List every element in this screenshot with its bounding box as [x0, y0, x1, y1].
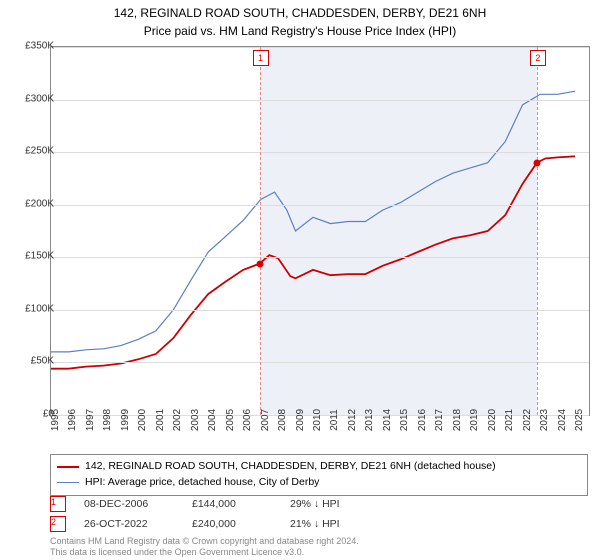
x-axis-label: 1998 [102, 409, 113, 431]
chart-container: 142, REGINALD ROAD SOUTH, CHADDESDEN, DE… [0, 0, 600, 560]
gridline [51, 257, 589, 258]
x-axis-label: 2021 [504, 409, 515, 431]
marker-row: 2 26-OCT-2022 £240,000 21% ↓ HPI [50, 516, 340, 532]
x-axis-label: 2004 [207, 409, 218, 431]
y-axis-label: £50K [10, 356, 54, 367]
y-axis-label: £150K [10, 251, 54, 262]
gridline [51, 205, 589, 206]
x-axis-label: 2019 [469, 409, 480, 431]
marker-box-icon: 2 [50, 516, 66, 532]
marker-delta: 21% ↓ HPI [290, 518, 340, 530]
x-axis-label: 2016 [417, 409, 428, 431]
x-axis-label: 2018 [452, 409, 463, 431]
legend: 142, REGINALD ROAD SOUTH, CHADDESDEN, DE… [50, 454, 588, 496]
marker-vline [260, 47, 261, 415]
marker-date: 26-OCT-2022 [84, 518, 174, 530]
x-axis-label: 2006 [242, 409, 253, 431]
y-axis-label: £100K [10, 303, 54, 314]
marker-date: 08-DEC-2006 [84, 498, 174, 510]
marker-dot-icon [533, 159, 540, 166]
footer-line2: This data is licensed under the Open Gov… [50, 547, 359, 558]
y-axis-label: £300K [10, 93, 54, 104]
gridline [51, 100, 589, 101]
x-axis-label: 2001 [155, 409, 166, 431]
legend-row: HPI: Average price, detached house, City… [57, 475, 581, 491]
x-axis-label: 2023 [539, 409, 550, 431]
chart-title-line1: 142, REGINALD ROAD SOUTH, CHADDESDEN, DE… [0, 0, 600, 22]
x-axis-label: 2003 [190, 409, 201, 431]
legend-swatch [57, 482, 79, 483]
chart-title-line2: Price paid vs. HM Land Registry's House … [0, 22, 600, 38]
x-axis-label: 2015 [399, 409, 410, 431]
legend-row: 142, REGINALD ROAD SOUTH, CHADDESDEN, DE… [57, 459, 581, 475]
chart-plot-area: 12 [50, 46, 590, 416]
x-axis-label: 2020 [487, 409, 498, 431]
marker-vline [537, 47, 538, 415]
marker-number-box: 2 [530, 50, 546, 66]
x-axis-label: 1996 [67, 409, 78, 431]
marker-delta: 29% ↓ HPI [290, 498, 340, 510]
x-axis-label: 2007 [260, 409, 271, 431]
y-axis-label: £200K [10, 198, 54, 209]
x-axis-label: 2009 [295, 409, 306, 431]
marker-price: £240,000 [192, 518, 272, 530]
chart-lines-svg [51, 47, 589, 415]
y-axis-label: £250K [10, 146, 54, 157]
legend-label: 142, REGINALD ROAD SOUTH, CHADDESDEN, DE… [85, 459, 496, 475]
x-axis-label: 2014 [382, 409, 393, 431]
x-axis-label: 2002 [172, 409, 183, 431]
series-hpi [51, 91, 575, 352]
x-axis-label: 2013 [364, 409, 375, 431]
x-axis-label: 1995 [50, 409, 61, 431]
gridline [51, 310, 589, 311]
x-axis-label: 1999 [120, 409, 131, 431]
x-axis-label: 2025 [574, 409, 585, 431]
marker-dot-icon [256, 260, 263, 267]
x-axis-label: 2005 [225, 409, 236, 431]
marker-row: 1 08-DEC-2006 £144,000 29% ↓ HPI [50, 496, 340, 512]
marker-price: £144,000 [192, 498, 272, 510]
legend-label: HPI: Average price, detached house, City… [85, 475, 319, 491]
x-axis-label: 1997 [85, 409, 96, 431]
gridline [51, 47, 589, 48]
gridline [51, 152, 589, 153]
marker-table: 1 08-DEC-2006 £144,000 29% ↓ HPI 2 26-OC… [50, 496, 340, 536]
marker-number-box: 1 [253, 50, 269, 66]
y-axis-label: £350K [10, 41, 54, 52]
x-axis-label: 2008 [277, 409, 288, 431]
x-axis-label: 2012 [347, 409, 358, 431]
x-axis-label: 2010 [312, 409, 323, 431]
x-axis-label: 2000 [137, 409, 148, 431]
series-property [51, 156, 575, 368]
x-axis-label: 2011 [329, 409, 340, 431]
y-axis-label: £0 [10, 409, 54, 420]
footer-line1: Contains HM Land Registry data © Crown c… [50, 536, 359, 547]
gridline [51, 362, 589, 363]
x-axis-label: 2017 [434, 409, 445, 431]
footer: Contains HM Land Registry data © Crown c… [50, 536, 359, 558]
legend-swatch [57, 466, 79, 468]
x-axis-label: 2024 [557, 409, 568, 431]
x-axis-label: 2022 [522, 409, 533, 431]
marker-box-icon: 1 [50, 496, 66, 512]
